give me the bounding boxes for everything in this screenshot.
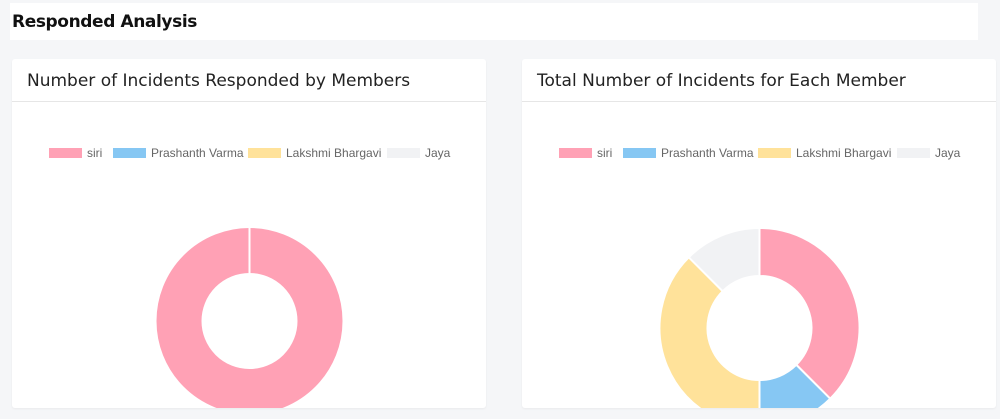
legend-swatch	[387, 148, 420, 158]
card-header: Total Number of Incidents for Each Membe…	[522, 59, 996, 102]
legend-label: siri	[87, 146, 102, 160]
legend-label: Prashanth Varma	[661, 146, 754, 160]
legend-swatch	[248, 148, 281, 158]
incidents-total-card: Total Number of Incidents for Each Membe…	[522, 59, 996, 408]
legend-swatch	[113, 148, 146, 158]
legend-item[interactable]: siri	[559, 146, 612, 160]
page-title: Responded Analysis	[12, 12, 197, 32]
legend-swatch	[559, 148, 592, 158]
doughnut-segment-3[interactable]	[687, 226, 761, 293]
legend-label: Jaya	[425, 146, 451, 160]
incidents-responded-card: Number of Incidents Responded by Members…	[12, 59, 486, 408]
legend-item[interactable]: Jaya	[387, 146, 451, 160]
legend-item[interactable]: Lakshmi Bhargavi	[758, 146, 891, 160]
legend-swatch	[49, 148, 82, 158]
legend-label: Lakshmi Bhargavi	[796, 146, 891, 160]
responded-doughnut-chart: siri Prashanth Varma Lakshmi Bhargavi Jaya	[49, 146, 451, 408]
legend-item[interactable]: Jaya	[897, 146, 961, 160]
legend-item[interactable]: siri	[49, 146, 102, 160]
legend-swatch	[623, 148, 656, 158]
legend-swatch	[758, 148, 791, 158]
legend-label: Prashanth Varma	[151, 146, 244, 160]
legend-label: Jaya	[935, 146, 961, 160]
legend-item[interactable]: Prashanth Varma	[623, 146, 754, 160]
doughnut-segment-1[interactable]	[758, 363, 832, 408]
doughnut-segment-2[interactable]	[658, 255, 761, 408]
card-title: Total Number of Incidents for Each Membe…	[537, 71, 906, 91]
card-title: Number of Incidents Responded by Members	[27, 71, 411, 91]
legend-label: siri	[597, 146, 612, 160]
header-bar: Responded Analysis	[10, 3, 978, 40]
legend-label: Lakshmi Bhargavi	[286, 146, 381, 160]
card-header: Number of Incidents Responded by Members	[12, 59, 486, 102]
legend-item[interactable]: Prashanth Varma	[113, 146, 244, 160]
legend-swatch	[897, 148, 930, 158]
legend-item[interactable]: Lakshmi Bhargavi	[248, 146, 381, 160]
doughnut-segment-0[interactable]	[758, 226, 861, 401]
total-doughnut-chart: siri Prashanth Varma Lakshmi Bhargavi Jaya	[559, 146, 961, 408]
